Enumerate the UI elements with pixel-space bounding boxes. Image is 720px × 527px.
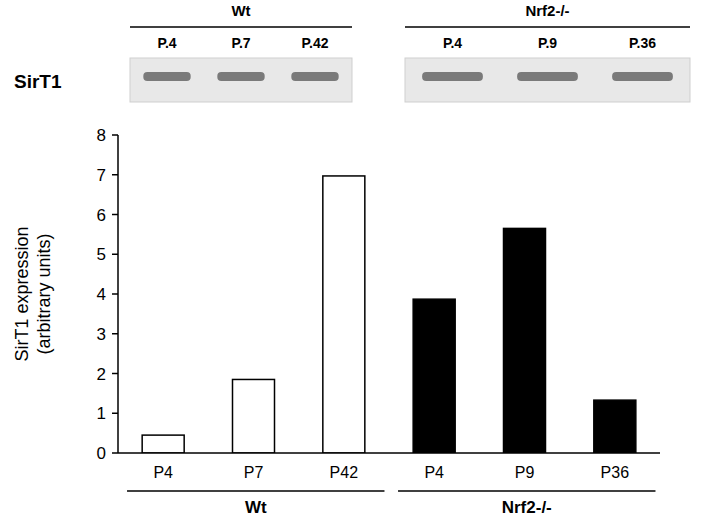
blot-group-line <box>130 26 352 28</box>
blot-label: SirT1 <box>14 71 62 92</box>
x-tick-label: P4 <box>424 464 444 481</box>
blot-panel <box>405 58 690 102</box>
x-group-line <box>398 490 655 492</box>
blot-band <box>143 72 190 81</box>
blot-lane-label: P.42 <box>302 35 329 51</box>
y-tick <box>112 174 118 176</box>
y-tick-label: 1 <box>97 404 106 423</box>
y-tick-label: 4 <box>97 285 106 304</box>
blot-band <box>217 72 264 81</box>
y-tick <box>112 134 118 136</box>
blot-group-label: Wt <box>231 2 250 19</box>
y-axis-label-line: (arbitrary units) <box>34 233 54 354</box>
x-tick-label: P4 <box>153 464 173 481</box>
x-tick-label: P42 <box>330 464 359 481</box>
x-tick-label: P9 <box>515 464 535 481</box>
y-tick <box>112 452 118 454</box>
y-tick <box>112 333 118 335</box>
y-tick <box>112 293 118 295</box>
blot-band <box>291 72 338 81</box>
x-axis <box>118 452 660 454</box>
blot-band <box>612 72 673 81</box>
x-group-label: Wt <box>245 498 267 517</box>
bar <box>413 299 455 453</box>
blot-lane-label: P.9 <box>538 35 557 51</box>
blot-group-line <box>405 26 690 28</box>
y-tick-label: 3 <box>97 325 106 344</box>
y-tick <box>112 413 118 415</box>
y-tick-label: 0 <box>97 444 106 463</box>
blot-band <box>517 72 578 81</box>
bar <box>233 379 275 453</box>
blot-lane-label: P.7 <box>231 35 250 51</box>
y-tick <box>112 254 118 256</box>
figure: SirT1 Wt P.4 P.7 P.42 Nrf2-/- P.4 P.9 P.36 0 1 2 3 4 5… <box>0 0 720 527</box>
blot-band <box>422 72 483 81</box>
bars <box>142 176 636 453</box>
y-tick-label: 2 <box>97 365 106 384</box>
x-tick-label: P36 <box>601 464 630 481</box>
blot-lane-label: P.4 <box>157 35 176 51</box>
bar <box>594 400 636 453</box>
blot-group-label: Nrf2-/- <box>525 2 569 19</box>
bar <box>142 435 184 453</box>
x-tick-label: P7 <box>244 464 264 481</box>
y-tick <box>112 373 118 375</box>
bar <box>504 228 546 453</box>
blot-panel <box>130 58 352 102</box>
x-group-label: Nrf2-/- <box>502 498 552 517</box>
y-tick <box>112 214 118 216</box>
blot-lane-label: P.36 <box>629 35 656 51</box>
bar <box>323 176 365 453</box>
y-axis-label-line: SirT1 expression <box>12 226 32 361</box>
x-group-line <box>127 490 384 492</box>
y-tick-label: 5 <box>97 245 106 264</box>
y-tick-label: 7 <box>97 166 106 185</box>
y-tick-label: 6 <box>97 206 106 225</box>
y-tick-label: 8 <box>97 126 106 145</box>
blot-lane-label: P.4 <box>443 35 462 51</box>
y-axis-label: SirT1 expression(arbitrary units) <box>12 226 54 361</box>
